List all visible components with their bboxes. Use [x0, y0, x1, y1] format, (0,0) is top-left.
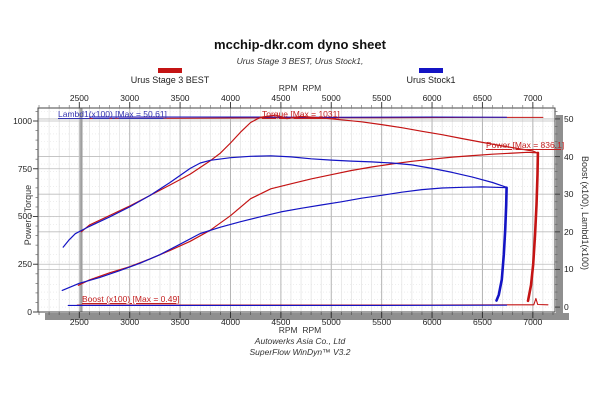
- lambda-max-annotation: Lambd1(x100) [Max = 50.61]: [58, 109, 167, 119]
- frame-shadow-bottom: [45, 313, 569, 320]
- series-stock1-torque: [62, 155, 508, 248]
- footer-company: Autowerks Asia Co., Ltd: [254, 336, 346, 346]
- top-axis-tick-label: 6000: [422, 93, 442, 103]
- legend-item-stage3: Urus Stage 3 BEST: [110, 68, 230, 85]
- stock1-color-swatch: [419, 68, 443, 73]
- left-axis-tick-label: 500: [17, 211, 32, 222]
- footer-software: SuperFlow WinDyn™ V3.2: [249, 347, 351, 357]
- right-axis-tick-label: 40: [564, 151, 574, 162]
- bottom-axis-tick-label: 5000: [321, 317, 341, 327]
- series-stage3-torque: [80, 114, 539, 233]
- plot-background: [38, 108, 555, 312]
- y-axis-title-right: Boost (x100), Lambd1(x100): [580, 155, 590, 271]
- bottom-axis-tick-label: 6500: [472, 317, 492, 327]
- bottom-axis-tick-label: 4500: [271, 317, 291, 327]
- right-axis-tick-label: 0: [564, 302, 569, 313]
- series-stage3-run-end: [526, 151, 540, 303]
- x-axis-title-bottom: RPM RPM: [278, 325, 322, 335]
- top-axis-tick-label: 3000: [120, 93, 140, 103]
- bottom-axis-tick-label: 3500: [170, 317, 190, 327]
- left-axis-tick-label: 250: [17, 259, 32, 270]
- top-axis-tick-label: 2500: [69, 93, 89, 103]
- bottom-axis-tick-label: 7000: [523, 317, 543, 327]
- top-axis-tick-label: 4500: [271, 93, 291, 103]
- left-axis-tick-label: 750: [17, 163, 32, 174]
- page-title: mcchip-dkr.com dyno sheet: [214, 37, 386, 52]
- power-max-annotation: Power [Max = 836.1]: [486, 140, 565, 150]
- boost-max-annotation: Boost (x100) [Max = 0.49]: [82, 294, 180, 304]
- right-axis-tick-label: 50: [564, 113, 574, 124]
- right-axis-tick-label: 30: [564, 189, 574, 200]
- bottom-axis-tick-label: 4000: [221, 317, 240, 327]
- plot-frame: [37, 107, 556, 313]
- torque-max-annotation: Torque [Max = 1031]: [262, 109, 340, 119]
- series-stock1-run-end: [495, 186, 508, 302]
- x-axis-title-top: RPM RPM: [278, 83, 322, 93]
- top-axis-tick-label: 4000: [221, 93, 240, 103]
- legend-label-stage3: Urus Stage 3 BEST: [130, 75, 210, 85]
- bottom-axis-tick-label: 2500: [69, 317, 89, 327]
- frame-shadow-right: [556, 115, 563, 320]
- page-subtitle: Urus Stage 3 BEST, Urus Stock1,: [236, 56, 364, 66]
- top-axis-tick-label: 5000: [321, 93, 341, 103]
- bottom-axis-tick-label: 6000: [422, 317, 442, 327]
- left-axis-tick-label: 1000: [13, 115, 32, 126]
- left-axis-tick-label: 0: [27, 307, 32, 317]
- bottom-axis-tick-label: 3000: [120, 317, 140, 327]
- stage3-color-swatch: [158, 68, 182, 73]
- top-axis-tick-label: 7000: [523, 93, 543, 103]
- series-stock1-power: [61, 186, 508, 291]
- right-axis-tick-label: 20: [564, 226, 574, 237]
- top-axis-tick-label: 5500: [372, 93, 392, 103]
- top-axis-tick-label: 6500: [472, 93, 492, 103]
- top-axis-tick-label: 3500: [170, 93, 190, 103]
- bottom-axis-tick-label: 5500: [372, 317, 392, 327]
- legend-label-stock1: Urus Stock1: [406, 75, 456, 85]
- legend-item-stock1: Urus Stock1: [371, 68, 491, 85]
- right-axis-tick-label: 10: [564, 264, 574, 275]
